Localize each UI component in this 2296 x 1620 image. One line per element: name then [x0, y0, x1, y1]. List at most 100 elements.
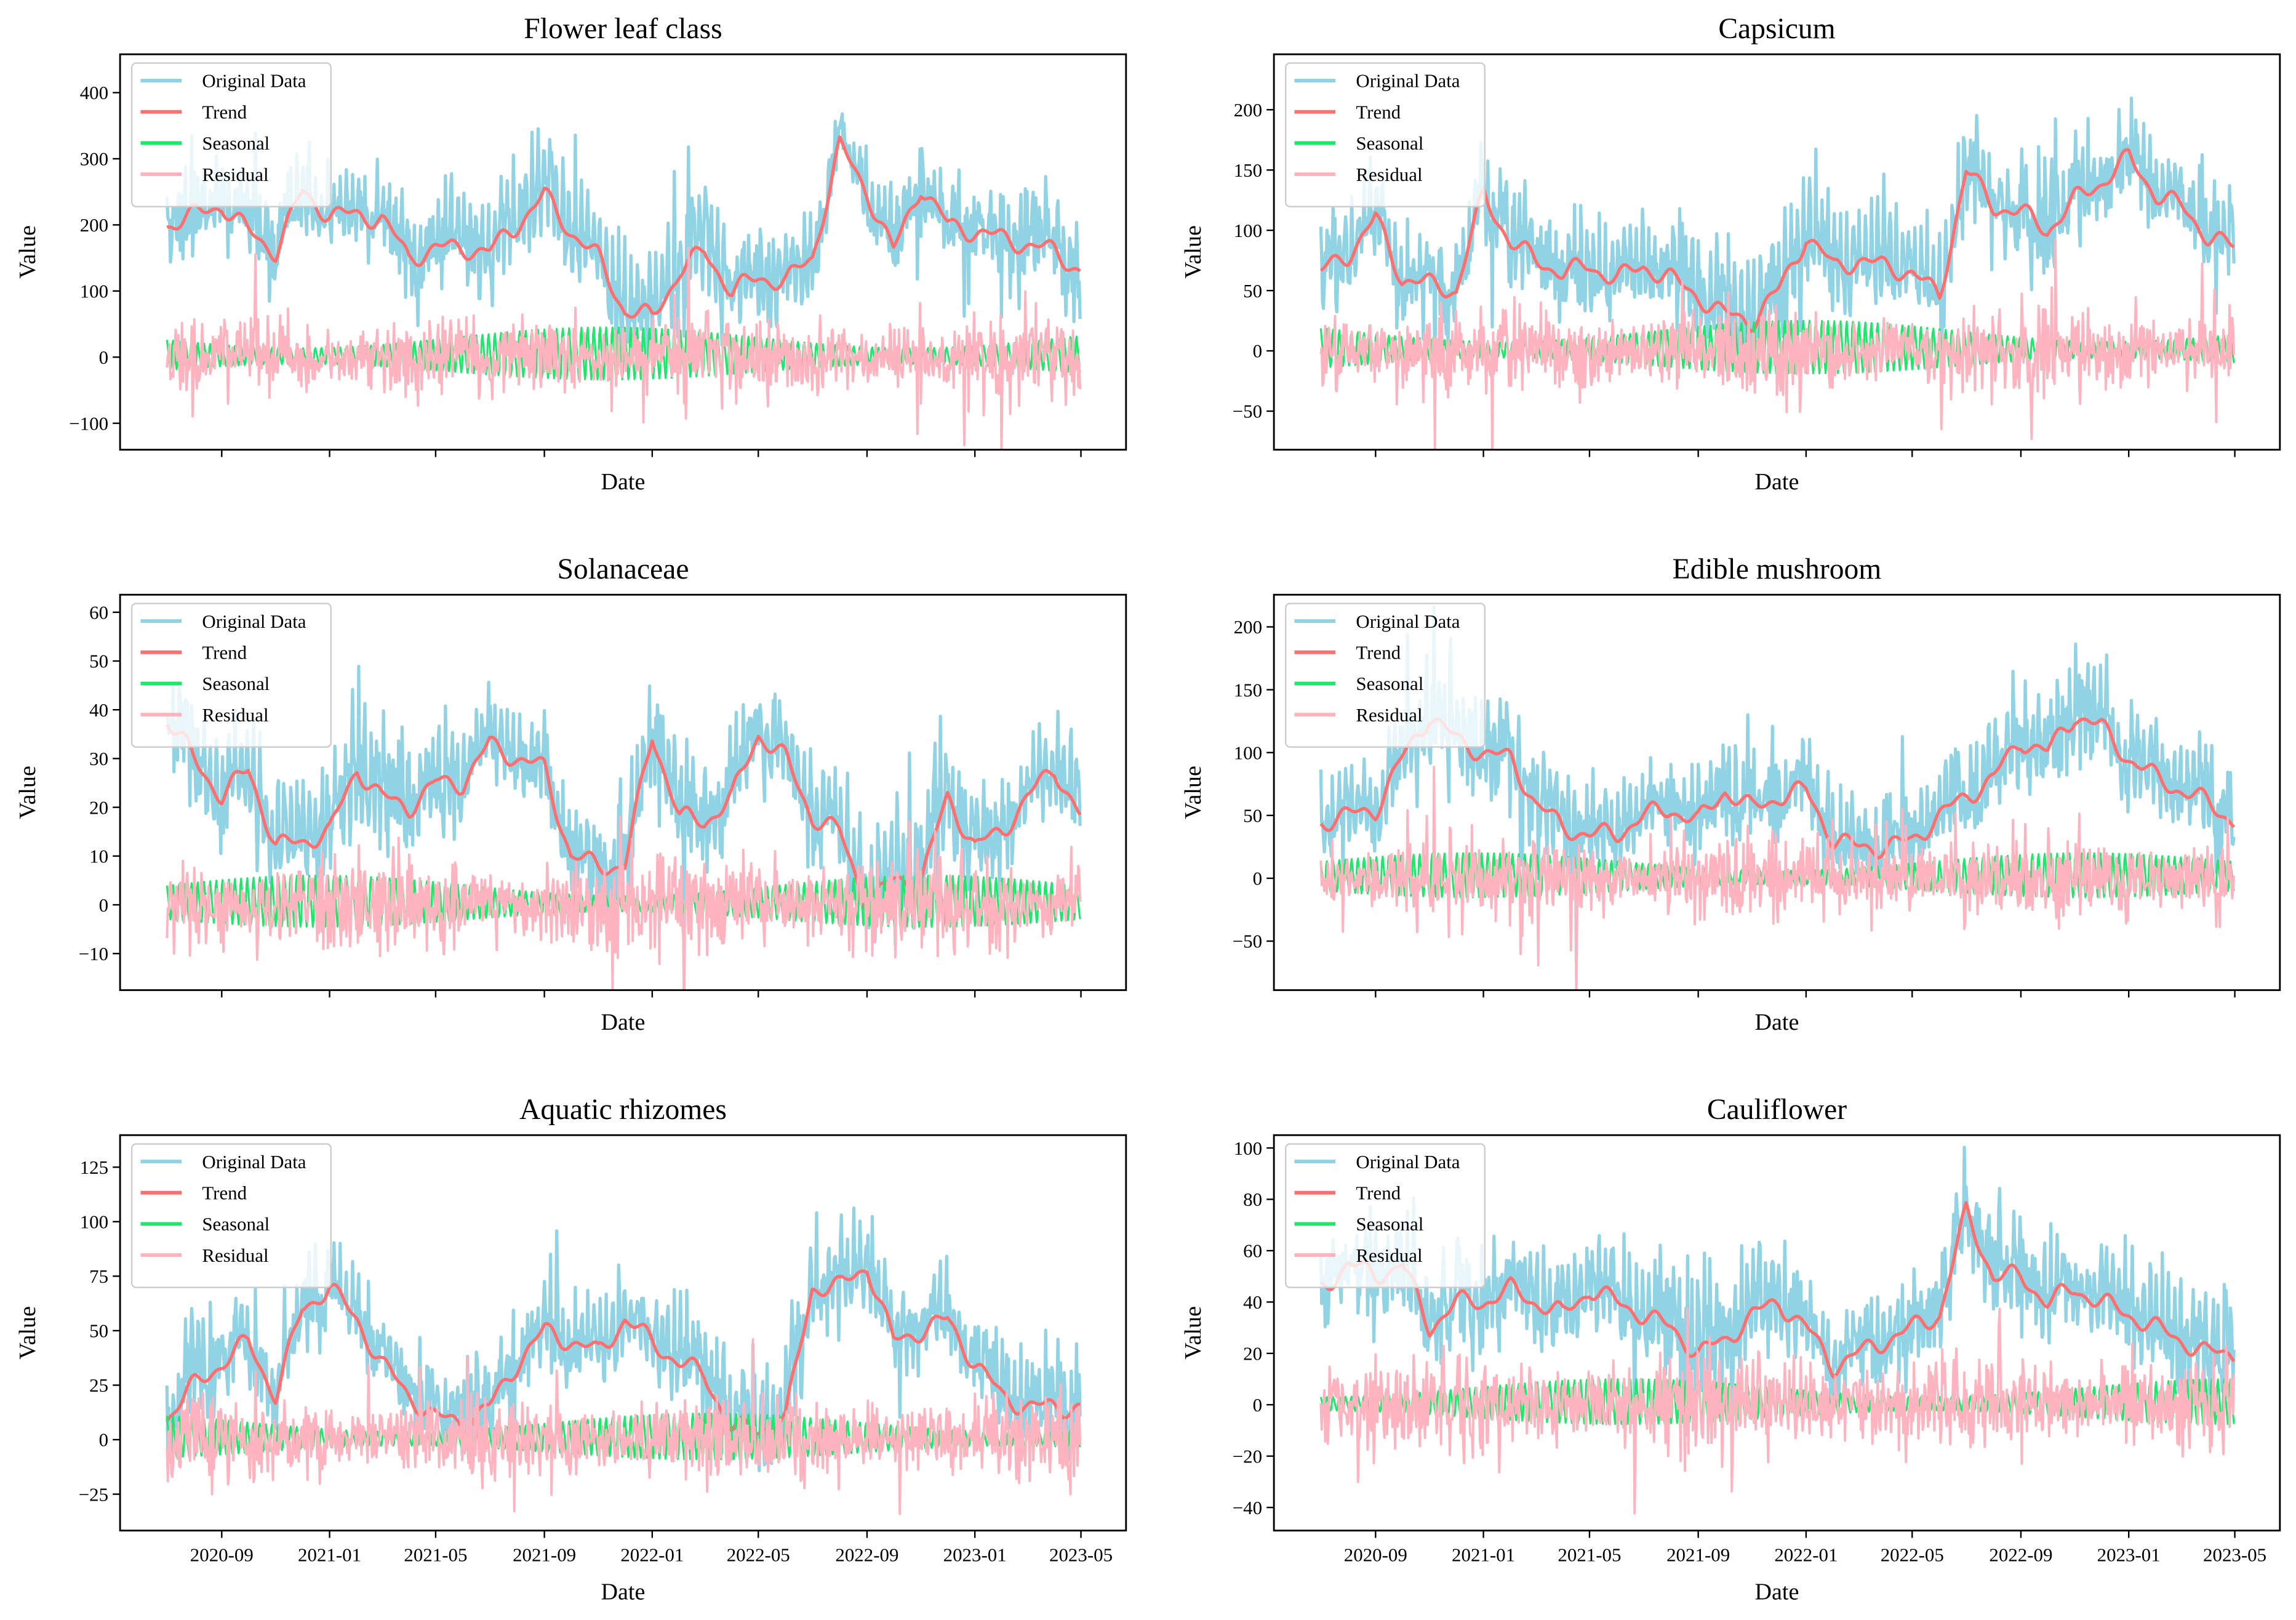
original-series-line	[165, 112, 1082, 366]
legend-box	[1284, 603, 1486, 748]
trend-series-line	[1319, 717, 2235, 860]
legend-box	[1284, 62, 1486, 207]
x-tick-label: 2022-05	[1881, 1544, 1944, 1566]
axes-frame	[119, 593, 1127, 992]
residual-legend-label: Residual	[202, 1245, 268, 1266]
y-tick-label: 50	[89, 1320, 108, 1342]
subplot-title: Flower leaf class	[524, 13, 722, 45]
y-tick-label: 0	[1253, 340, 1262, 362]
trend-series-line	[166, 135, 1081, 319]
y-tick-label: 200	[1234, 99, 1262, 121]
y-tick-label: 50	[1243, 805, 1262, 827]
trend-legend-label: Trend	[202, 1182, 247, 1203]
original-legend-label: Original Data	[202, 70, 306, 92]
trend-legend-label: Trend	[202, 641, 247, 663]
residual-series-line	[1319, 766, 2236, 990]
original-legend-label: Original Data	[1356, 611, 1460, 632]
y-tick-label: 150	[1234, 159, 1262, 181]
x-tick-label: 2023-05	[1049, 1544, 1113, 1566]
x-axis-label: Date	[601, 469, 646, 495]
y-axis-label: Value	[1180, 1306, 1206, 1360]
y-tick-label: 100	[80, 1211, 108, 1233]
trend-series-line	[1320, 1201, 2236, 1379]
trend-legend-label: Trend	[202, 101, 247, 122]
x-tick-label: 2021-01	[298, 1544, 361, 1566]
y-tick-label: 30	[89, 748, 108, 769]
axes-frame	[1273, 593, 2281, 992]
seasonal-legend-label: Seasonal	[1356, 673, 1423, 694]
y-tick-label: 200	[1234, 616, 1262, 638]
residual-legend-label: Residual	[202, 704, 268, 726]
original-series-line	[1319, 1145, 2236, 1440]
original-series-line	[165, 1206, 1082, 1472]
residual-series-line	[166, 815, 1081, 990]
subplot-edible-mushroom: −50 0 50 100 150 200 Edible mushroom Date Value O…	[1180, 553, 2281, 1035]
trend-series-line	[166, 1269, 1081, 1436]
original-legend-label: Original Data	[1356, 1151, 1460, 1173]
trend-legend-label: Trend	[1356, 1182, 1401, 1203]
y-tick-label: 40	[1243, 1291, 1262, 1313]
subplot-title: Edible mushroom	[1673, 553, 1882, 585]
legend-box	[1284, 1143, 1486, 1288]
y-tick-label: −25	[79, 1483, 108, 1505]
y-tick-label: 100	[1234, 1137, 1262, 1159]
y-tick-label: 0	[99, 1429, 108, 1451]
x-tick-label: 2020-09	[1344, 1544, 1407, 1566]
x-tick-label: 2022-01	[1774, 1544, 1838, 1566]
x-tick-label: 2021-01	[1452, 1544, 1515, 1566]
y-tick-label: 0	[99, 894, 108, 916]
x-tick-label: 2021-05	[404, 1544, 467, 1566]
y-tick-label: −50	[1233, 401, 1262, 422]
seasonal-legend-label: Seasonal	[202, 1213, 270, 1235]
y-tick-label: 400	[80, 82, 108, 103]
y-tick-label: −40	[1233, 1497, 1262, 1518]
x-tick-label: 2022-01	[620, 1544, 684, 1566]
y-tick-label: 80	[1243, 1189, 1262, 1210]
legend: Original Data Trend Seasonal Residual	[130, 62, 332, 207]
trend-series-line	[1320, 148, 2235, 334]
x-axis-label: Date	[1755, 469, 1799, 495]
original-series-line	[1319, 605, 2236, 964]
x-axis-label: Date	[1755, 1009, 1799, 1035]
axes-frame	[119, 53, 1127, 451]
y-axis-label: Value	[15, 766, 41, 819]
y-tick-label: 100	[1234, 220, 1262, 241]
y-tick-label: 0	[99, 347, 108, 368]
y-tick-label: 0	[1253, 1394, 1262, 1416]
x-tick-label: 2023-01	[943, 1544, 1007, 1566]
x-tick-label: 2023-01	[2097, 1544, 2161, 1566]
subplot-aquatic-rhizomes: −25 0 25 50 75 100 125 2020-09 2021-01 2021-05 202…	[15, 1094, 1127, 1605]
x-axis-label: Date	[601, 1009, 646, 1035]
y-tick-label: 100	[1234, 742, 1262, 763]
y-tick-label: 60	[89, 601, 108, 623]
legend-box	[130, 603, 332, 748]
legend: Original Data Trend Seasonal Residual	[1284, 1143, 1486, 1288]
residual-legend-label: Residual	[1356, 1245, 1422, 1266]
residual-legend-label: Residual	[1356, 704, 1422, 726]
subplot-title: Cauliflower	[1707, 1094, 1847, 1126]
y-tick-label: 50	[89, 651, 108, 672]
seasonal-legend-label: Seasonal	[202, 673, 270, 694]
residual-series-line	[166, 1338, 1081, 1515]
seasonal-legend-label: Seasonal	[202, 132, 270, 154]
subplot-solanaceae: −10 0 10 20 30 40 50 60 Solanaceae Date Value Origi…	[15, 553, 1127, 1035]
residual-series-line	[1319, 238, 2236, 450]
y-tick-label: 100	[80, 281, 108, 302]
legend: Original Data Trend Seasonal Residual	[1284, 603, 1486, 748]
y-tick-label: 50	[1243, 280, 1262, 302]
subplot-title: Capsicum	[1718, 13, 1835, 45]
y-tick-label: 60	[1243, 1240, 1262, 1262]
axes-frame	[119, 1134, 1127, 1532]
x-tick-label: 2020-09	[190, 1544, 254, 1566]
x-axis-label: Date	[601, 1579, 646, 1605]
y-tick-label: 300	[80, 148, 108, 170]
axes-frame	[1273, 53, 2281, 451]
x-tick-label: 2023-05	[2203, 1544, 2266, 1566]
y-tick-label: 200	[80, 214, 108, 236]
x-tick-label: 2022-09	[835, 1544, 898, 1566]
original-legend-label: Original Data	[202, 1151, 306, 1173]
legend: Original Data Trend Seasonal Residual	[130, 1143, 332, 1288]
y-tick-label: 0	[1253, 868, 1262, 889]
y-tick-label: 20	[89, 796, 108, 818]
